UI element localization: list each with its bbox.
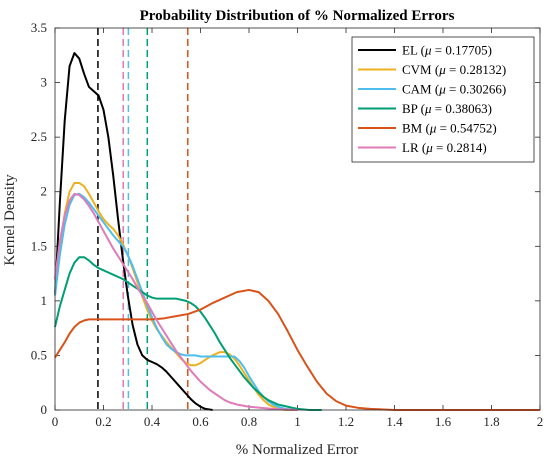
y-tick-label: 0.5 (31, 347, 47, 362)
y-tick-label: 0 (41, 402, 48, 417)
legend-label-bp: BP (μ = 0.38063) (402, 101, 492, 116)
y-tick-label: 2.5 (31, 129, 47, 144)
x-tick-label: 0.6 (192, 414, 209, 429)
y-tick-label: 3 (41, 75, 48, 90)
series-line-lr (54, 192, 298, 411)
series-line-cam (54, 192, 298, 411)
legend-label-bm: BM (μ = 0.54752) (402, 121, 497, 136)
legend-label-el: EL (μ = 0.17705) (402, 43, 492, 58)
legend: EL (μ = 0.17705) CVM (μ = 0.28132) CAM (μ … (351, 36, 535, 163)
series-line-bp (54, 256, 322, 411)
x-tick-label: 0.8 (241, 414, 257, 429)
y-axis-title: Kernel Density (2, 174, 18, 266)
y-tick-label: 2 (41, 184, 48, 199)
x-tick-label: 1 (294, 414, 301, 429)
legend-label-lr: LR (μ = 0.2814) (402, 140, 487, 155)
x-tick-label: 1.8 (483, 414, 499, 429)
x-tick-label: 1.4 (386, 414, 403, 429)
series-line-el (54, 52, 213, 411)
y-tick-label: 1 (41, 293, 48, 308)
x-tick-label: 2 (537, 414, 544, 429)
x-tick-label: 0 (52, 414, 59, 429)
chart-title: Probability Distribution of % Normalized… (140, 8, 455, 24)
y-tick-label: 1.5 (31, 238, 47, 253)
x-tick-label: 0.2 (95, 414, 111, 429)
legend-label-cvm: CVM (μ = 0.28132) (402, 62, 506, 77)
legend-label-cam: CAM (μ = 0.30266) (402, 82, 506, 97)
x-tick-label: 1.6 (435, 414, 452, 429)
axes-frame (54, 27, 541, 411)
x-tick-label: 0.4 (144, 414, 161, 429)
x-axis-title: % Normalized Error (236, 442, 358, 458)
y-tick-label: 3.5 (31, 20, 47, 35)
legend-box (351, 36, 535, 163)
series-line-bm (54, 288, 540, 411)
x-tick-label: 1.2 (338, 414, 354, 429)
